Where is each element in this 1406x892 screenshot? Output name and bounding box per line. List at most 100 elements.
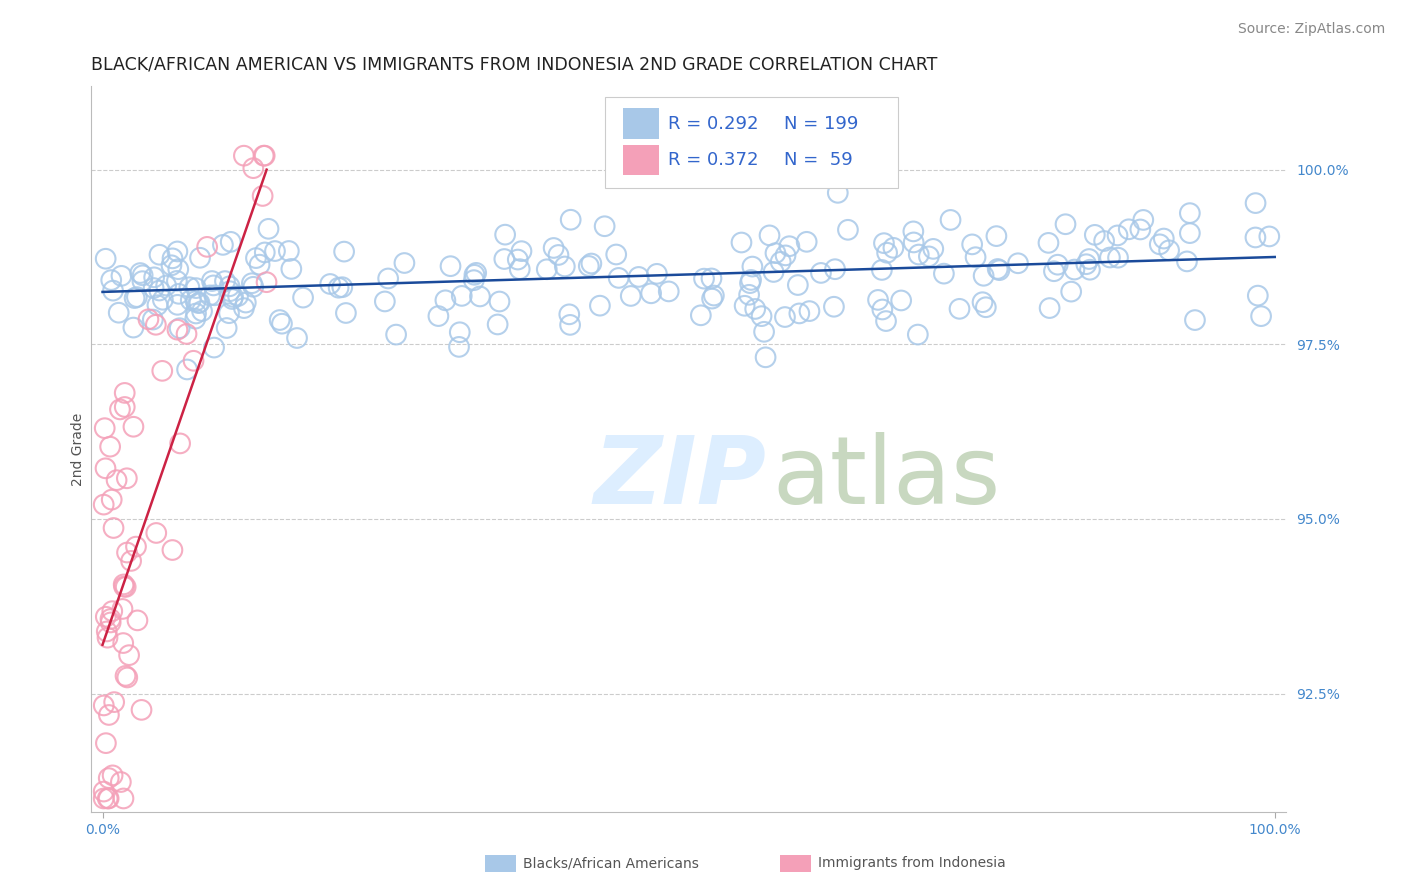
Point: [184, 281, 207, 295]
Point: [1258, 229, 1281, 244]
Point: [110, 268, 132, 283]
Point: [907, 327, 929, 342]
Point: [1060, 285, 1083, 299]
Point: [108, 402, 131, 417]
Text: atlas: atlas: [772, 433, 1001, 524]
Point: [226, 289, 249, 303]
Point: [903, 235, 925, 250]
Point: [769, 255, 792, 269]
Point: [377, 271, 399, 285]
Point: [463, 273, 485, 287]
Point: [162, 543, 184, 558]
Text: ZIP: ZIP: [593, 433, 766, 524]
Point: [101, 768, 124, 782]
Point: [775, 248, 797, 262]
Point: [166, 274, 188, 288]
Point: [890, 293, 912, 308]
Point: [127, 613, 149, 627]
Point: [115, 545, 138, 559]
Point: [988, 263, 1011, 277]
Point: [973, 268, 995, 283]
Point: [1007, 256, 1029, 270]
Point: [394, 256, 416, 270]
Point: [738, 276, 761, 290]
Point: [918, 249, 941, 263]
Text: R = 0.292: R = 0.292: [668, 114, 759, 133]
Point: [627, 269, 650, 284]
Point: [101, 604, 124, 618]
Y-axis label: 2nd Grade: 2nd Grade: [72, 412, 86, 486]
Point: [242, 161, 264, 176]
Point: [97, 791, 120, 805]
Point: [385, 327, 408, 342]
Point: [257, 222, 280, 236]
Point: [112, 791, 135, 805]
Point: [778, 239, 800, 253]
Point: [219, 284, 242, 298]
Point: [789, 306, 811, 320]
Point: [1149, 237, 1171, 252]
Point: [987, 262, 1010, 277]
Point: [734, 299, 756, 313]
Point: [212, 238, 235, 252]
Point: [253, 245, 276, 260]
Point: [972, 295, 994, 310]
Point: [560, 212, 582, 227]
Point: [169, 436, 191, 450]
Point: [1054, 217, 1077, 231]
Point: [122, 419, 145, 434]
Point: [138, 312, 160, 326]
Point: [145, 318, 167, 332]
Text: R = 0.372: R = 0.372: [668, 151, 759, 169]
Point: [903, 224, 925, 238]
Point: [117, 670, 139, 684]
Point: [100, 492, 122, 507]
Point: [1153, 231, 1175, 245]
Point: [100, 273, 122, 287]
FancyBboxPatch shape: [605, 96, 898, 187]
Point: [114, 580, 136, 594]
Point: [146, 298, 169, 312]
Point: [264, 244, 287, 258]
Point: [741, 260, 763, 274]
Point: [547, 248, 569, 262]
Point: [97, 708, 120, 723]
Point: [253, 149, 276, 163]
Point: [131, 274, 153, 288]
Point: [180, 293, 202, 307]
Point: [101, 284, 124, 298]
Point: [607, 271, 630, 285]
Point: [1107, 251, 1129, 265]
Point: [285, 331, 308, 345]
Point: [103, 695, 125, 709]
Point: [755, 351, 778, 365]
Point: [155, 278, 177, 293]
Point: [167, 262, 190, 277]
Point: [271, 317, 294, 331]
Point: [214, 274, 236, 288]
Point: [1184, 313, 1206, 327]
Point: [148, 248, 170, 262]
Point: [114, 385, 136, 400]
Point: [97, 791, 120, 805]
Point: [1092, 234, 1115, 248]
Point: [183, 353, 205, 368]
Point: [202, 278, 225, 293]
Point: [1043, 264, 1066, 278]
Point: [100, 615, 122, 630]
Point: [693, 271, 716, 285]
Point: [218, 306, 240, 320]
Point: [162, 252, 184, 266]
Point: [1247, 288, 1270, 302]
Point: [922, 242, 945, 256]
Point: [1175, 254, 1198, 268]
Point: [374, 294, 396, 309]
Point: [744, 301, 766, 316]
Point: [449, 326, 471, 340]
Point: [1046, 258, 1069, 272]
Point: [876, 245, 898, 260]
Point: [1129, 222, 1152, 236]
Point: [145, 525, 167, 540]
Point: [125, 290, 148, 304]
Point: [93, 498, 115, 512]
